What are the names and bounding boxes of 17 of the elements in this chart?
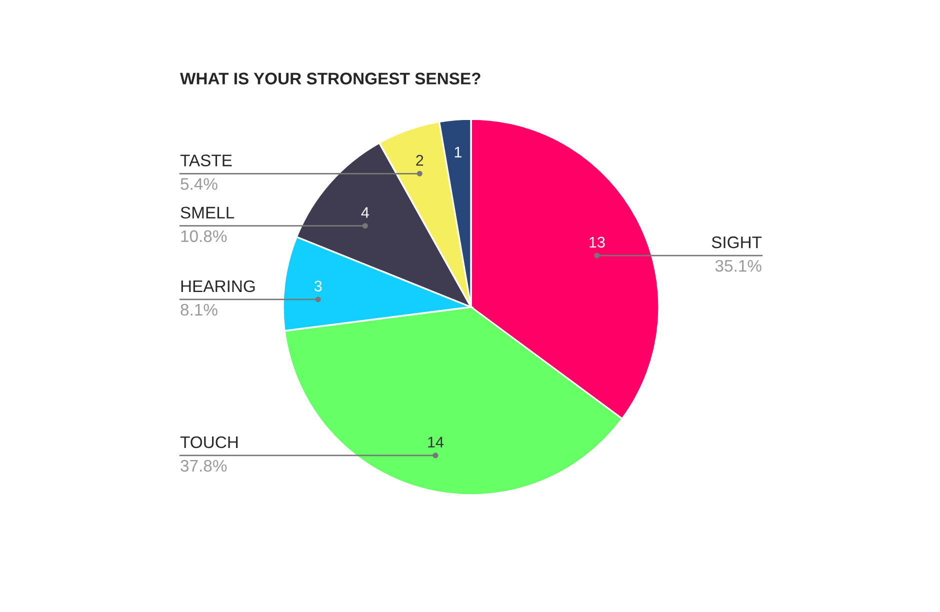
text: 37.8% [180,460,227,472]
chart-title: WHAT IS YOUR STRONGEST SENSE? [180,72,480,84]
text: 8.1% [180,304,218,316]
data-label: 1 [454,146,462,158]
text: 10.8% [181,230,227,242]
slice-label: TOUCH [180,436,238,448]
slice-label: SMELL [180,206,234,219]
slice-label: HEARING [181,280,255,292]
text: 5.4% [180,178,218,190]
data-label: 14 [428,436,444,448]
data-label: 13 [590,236,605,248]
text: 35.1% [715,260,762,272]
slice-label: SIGHT [712,236,762,248]
slice-label: TASTE [180,154,232,166]
data-label: 4 [361,207,369,218]
data-label: 3 [314,280,322,292]
data-label: 2 [416,154,424,166]
